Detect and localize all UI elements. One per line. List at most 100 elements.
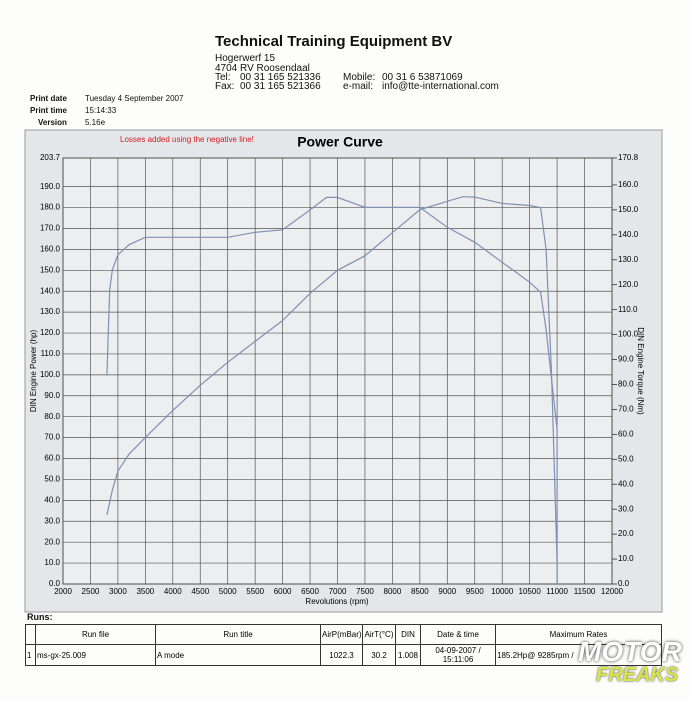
mobile: 00 31 6 53871069 — [382, 72, 463, 83]
y-tick-label: 160.0 — [40, 244, 61, 253]
x-tick-label: 10500 — [519, 587, 542, 596]
email-label: e-mail: — [343, 81, 374, 92]
x-tick-label: 12000 — [601, 587, 624, 596]
x-tick-label: 8500 — [411, 587, 429, 596]
y2-tick-label: 30.0 — [618, 504, 634, 513]
x-tick-label: 9500 — [466, 587, 484, 596]
runs-row: 1 ms-gx-25.009 A mode 1022.3 30.2 1.008 … — [25, 644, 662, 666]
version: 5.16e — [85, 118, 106, 127]
y-tick-label: 150.0 — [40, 265, 61, 274]
annotation: Losses added using the negative line! — [120, 135, 254, 144]
y2-tick-label: 120.0 — [618, 280, 639, 289]
mobile-label: Mobile: — [343, 72, 376, 83]
print-date-label: Print date — [30, 94, 67, 103]
company: Technical Training Equipment BV — [215, 33, 453, 50]
y-tick-label: 190.0 — [40, 182, 61, 191]
col-header: Run file — [35, 624, 156, 645]
y2-tick-label: 10.0 — [618, 554, 634, 563]
col-header: Date & time — [420, 624, 496, 645]
y-tick-label: 70.0 — [44, 433, 60, 442]
y2-tick-label: 170.8 — [618, 153, 639, 162]
y-tick-label: 40.0 — [44, 495, 60, 504]
print-time-label: Print time — [30, 106, 67, 115]
email: info@tte-international.com — [382, 81, 499, 92]
y-axis-title: DIN Engine Power (hp) — [29, 330, 38, 413]
runs-header: Run file Run title AirP(mBar) AirT(°C) D… — [25, 624, 662, 645]
cell: 1 — [25, 644, 36, 666]
cell: ms-gx-25.009 — [35, 644, 156, 666]
city: 4704 RV Roosendaal — [215, 63, 310, 74]
col-header: Run title — [155, 624, 321, 645]
y2-tick-label: 50.0 — [618, 454, 634, 463]
cell: 185.2Hp@ 9285rpm / — [495, 644, 662, 666]
x-tick-label: 7000 — [329, 587, 347, 596]
data-line — [106, 196, 558, 584]
y-tick-label: 110.0 — [41, 349, 61, 358]
x-tick-label: 10000 — [491, 587, 514, 596]
x-tick-label: 2000 — [54, 587, 72, 596]
col-header: AirP(mBar) — [320, 624, 363, 645]
cell: 1.008 — [395, 644, 421, 666]
y-tick-label: 180.0 — [40, 203, 61, 212]
runs-title: Runs: — [27, 612, 53, 622]
x-tick-label: 4000 — [164, 587, 182, 596]
y-tick-label: 30.0 — [44, 516, 60, 525]
x-tick-label: 5000 — [219, 587, 237, 596]
tel-label: Tel: — [215, 72, 231, 83]
data-line — [106, 196, 558, 584]
x-tick-label: 11000 — [546, 587, 568, 596]
y-tick-label: 90.0 — [44, 391, 60, 400]
y-tick-label: 80.0 — [44, 412, 60, 421]
print-time: 15:14:33 — [85, 106, 117, 115]
y2-tick-label: 130.0 — [618, 255, 639, 264]
y-tick-label: 203.7 — [40, 153, 61, 162]
y-tick-label: 60.0 — [44, 454, 60, 463]
runs-table: Run file Run title AirP(mBar) AirT(°C) D… — [25, 624, 662, 666]
y-tick-label: 10.0 — [44, 558, 60, 567]
y-tick-label: 120.0 — [40, 328, 61, 337]
cell: 30.2 — [362, 644, 396, 666]
fax: 00 31 165 521366 — [240, 81, 321, 92]
x-tick-label: 3500 — [136, 587, 154, 596]
y-tick-label: 130.0 — [40, 307, 61, 316]
x-axis-title: Revolutions (rpm) — [305, 597, 368, 606]
version-label: Version — [38, 118, 67, 127]
y2-tick-label: 70.0 — [618, 405, 634, 414]
y2-tick-label: 160.0 — [618, 180, 639, 189]
y2-tick-label: 140.0 — [618, 230, 639, 239]
y2-tick-label: 40.0 — [618, 479, 634, 488]
x-tick-label: 5500 — [246, 587, 264, 596]
x-tick-label: 11500 — [574, 587, 596, 596]
x-tick-label: 6000 — [274, 587, 292, 596]
fax-label: Fax: — [215, 81, 235, 92]
y2-tick-label: 60.0 — [618, 429, 634, 438]
x-tick-label: 6500 — [301, 587, 319, 596]
col-header: AirT(°C) — [362, 624, 396, 645]
y2-tick-label: 80.0 — [618, 380, 634, 389]
print-date: Tuesday 4 September 2007 — [85, 94, 184, 103]
x-tick-label: 4500 — [191, 587, 209, 596]
y2-tick-label: 0.0 — [618, 579, 630, 588]
cell: A mode — [155, 644, 321, 666]
street: Hogerwerf 15 — [215, 53, 276, 64]
y-tick-label: 50.0 — [44, 475, 60, 484]
x-tick-label: 9000 — [438, 587, 456, 596]
col-header: DIN — [395, 624, 421, 645]
x-tick-label: 3000 — [109, 587, 127, 596]
y2-tick-label: 20.0 — [618, 529, 634, 538]
cell: 1022.3 — [320, 644, 363, 666]
y-tick-label: 20.0 — [44, 537, 60, 546]
y-tick-label: 170.0 — [40, 224, 61, 233]
y2-axis-title: DIN Engine Torque (Nm) — [636, 327, 645, 415]
y-tick-label: 100.0 — [40, 370, 61, 379]
y-tick-label: 0.0 — [49, 579, 61, 588]
x-tick-label: 2500 — [82, 587, 100, 596]
x-tick-label: 8000 — [384, 587, 402, 596]
y2-tick-label: 150.0 — [618, 205, 639, 214]
chart-title: Power Curve — [297, 134, 383, 150]
x-tick-label: 7500 — [356, 587, 374, 596]
tel: 00 31 165 521336 — [240, 72, 321, 83]
y2-tick-label: 90.0 — [618, 355, 634, 364]
